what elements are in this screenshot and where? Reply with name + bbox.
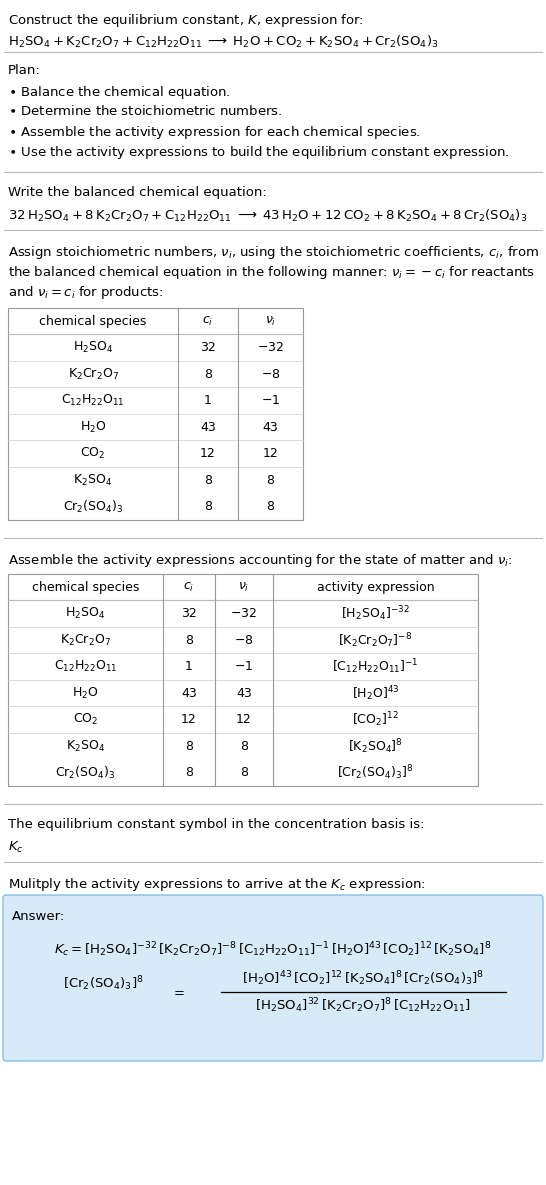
Text: 32: 32 — [200, 341, 216, 354]
Text: $\mathrm{H_2O}$: $\mathrm{H_2O}$ — [80, 419, 106, 435]
Text: $[\mathrm{H_2O}]^{43}\,[\mathrm{CO_2}]^{12}\,[\mathrm{K_2SO_4}]^{8}\,[\mathrm{Cr: $[\mathrm{H_2O}]^{43}\,[\mathrm{CO_2}]^{… — [242, 969, 484, 988]
Text: 8: 8 — [185, 739, 193, 752]
Text: 8: 8 — [185, 767, 193, 780]
Text: $\mathrm{K_2SO_4}$: $\mathrm{K_2SO_4}$ — [66, 738, 105, 754]
Text: 12: 12 — [263, 447, 278, 460]
Text: $K_c = [\mathrm{H_2SO_4}]^{-32}\,[\mathrm{K_2Cr_2O_7}]^{-8}\,[\mathrm{C_{12}H_{2: $K_c = [\mathrm{H_2SO_4}]^{-32}\,[\mathr… — [54, 940, 492, 959]
Text: 43: 43 — [200, 421, 216, 434]
Text: 12: 12 — [200, 447, 216, 460]
Text: $\mathrm{C_{12}H_{22}O_{11}}$: $\mathrm{C_{12}H_{22}O_{11}}$ — [61, 393, 125, 409]
Text: $\mathrm{H_2SO_4 + K_2Cr_2O_7 + C_{12}H_{22}O_{11}}$$\mathrm{\;\longrightarrow\;: $\mathrm{H_2SO_4 + K_2Cr_2O_7 + C_{12}H_… — [8, 34, 438, 50]
Text: 8: 8 — [185, 634, 193, 647]
Text: 1: 1 — [185, 660, 193, 673]
Text: chemical species: chemical species — [32, 581, 139, 594]
Text: $\mathrm{H_2SO_4}$: $\mathrm{H_2SO_4}$ — [66, 607, 106, 621]
Text: $-1$: $-1$ — [234, 660, 253, 673]
Text: 1: 1 — [204, 395, 212, 408]
Text: $[\mathrm{K_2Cr_2O_7}]^{-8}$: $[\mathrm{K_2Cr_2O_7}]^{-8}$ — [339, 630, 413, 649]
Text: $\mathrm{K_2Cr_2O_7}$: $\mathrm{K_2Cr_2O_7}$ — [60, 633, 111, 648]
FancyBboxPatch shape — [3, 895, 543, 1061]
Text: $\nu_i$: $\nu_i$ — [265, 315, 276, 328]
Text: 8: 8 — [204, 500, 212, 513]
Text: activity expression: activity expression — [317, 581, 434, 594]
Text: $[\mathrm{CO_2}]^{12}$: $[\mathrm{CO_2}]^{12}$ — [352, 710, 399, 729]
Text: $-1$: $-1$ — [261, 395, 280, 408]
Text: and $\nu_i = c_i$ for products:: and $\nu_i = c_i$ for products: — [8, 284, 164, 301]
Text: 8: 8 — [266, 500, 275, 513]
Text: 43: 43 — [263, 421, 278, 434]
Text: 8: 8 — [204, 367, 212, 380]
Text: $[\mathrm{Cr_2(SO_4)_3}]^{8}$: $[\mathrm{Cr_2(SO_4)_3}]^{8}$ — [63, 974, 144, 993]
Text: $-8$: $-8$ — [234, 634, 254, 647]
Text: $c_i$: $c_i$ — [203, 315, 213, 328]
Bar — [8, 308, 303, 520]
Text: Assign stoichiometric numbers, $\nu_i$, using the stoichiometric coefficients, $: Assign stoichiometric numbers, $\nu_i$, … — [8, 244, 539, 261]
Text: $\mathrm{K_2SO_4}$: $\mathrm{K_2SO_4}$ — [74, 473, 112, 488]
Text: $\bullet$ Balance the chemical equation.: $\bullet$ Balance the chemical equation. — [8, 84, 230, 101]
Text: $[\mathrm{H_2SO_4}]^{32}\,[\mathrm{K_2Cr_2O_7}]^{8}\,[\mathrm{C_{12}H_{22}O_{11}: $[\mathrm{H_2SO_4}]^{32}\,[\mathrm{K_2Cr… — [255, 997, 471, 1014]
Text: The equilibrium constant symbol in the concentration basis is:: The equilibrium constant symbol in the c… — [8, 818, 424, 831]
Text: $\mathrm{CO_2}$: $\mathrm{CO_2}$ — [73, 712, 98, 728]
Text: $-32$: $-32$ — [257, 341, 284, 354]
Text: $[\mathrm{Cr_2(SO_4)_3}]^{8}$: $[\mathrm{Cr_2(SO_4)_3}]^{8}$ — [337, 763, 414, 782]
Bar — [8, 574, 478, 786]
Text: $\mathrm{CO_2}$: $\mathrm{CO_2}$ — [80, 447, 105, 461]
Text: $\bullet$ Assemble the activity expression for each chemical species.: $\bullet$ Assemble the activity expressi… — [8, 124, 420, 141]
Text: $\mathrm{Cr_2(SO_4)_3}$: $\mathrm{Cr_2(SO_4)_3}$ — [55, 764, 116, 781]
Text: $\mathrm{C_{12}H_{22}O_{11}}$: $\mathrm{C_{12}H_{22}O_{11}}$ — [54, 659, 117, 674]
Text: $=$: $=$ — [171, 986, 185, 999]
Text: $\mathrm{Cr_2(SO_4)_3}$: $\mathrm{Cr_2(SO_4)_3}$ — [63, 499, 123, 514]
Text: Construct the equilibrium constant, $K$, expression for:: Construct the equilibrium constant, $K$,… — [8, 12, 364, 28]
Text: $\mathrm{H_2O}$: $\mathrm{H_2O}$ — [72, 686, 99, 700]
Text: 8: 8 — [204, 474, 212, 487]
Text: 12: 12 — [236, 713, 252, 726]
Text: $\mathrm{K_2Cr_2O_7}$: $\mathrm{K_2Cr_2O_7}$ — [68, 366, 118, 382]
Text: $\nu_i$: $\nu_i$ — [238, 581, 250, 594]
Text: $K_c$: $K_c$ — [8, 840, 23, 856]
Text: $\bullet$ Use the activity expressions to build the equilibrium constant express: $\bullet$ Use the activity expressions t… — [8, 145, 509, 161]
Text: Write the balanced chemical equation:: Write the balanced chemical equation: — [8, 186, 267, 199]
Text: 8: 8 — [266, 474, 275, 487]
Text: $[\mathrm{C_{12}H_{22}O_{11}}]^{-1}$: $[\mathrm{C_{12}H_{22}O_{11}}]^{-1}$ — [332, 658, 419, 677]
Text: 12: 12 — [181, 713, 197, 726]
Text: 43: 43 — [236, 687, 252, 700]
Text: $-32$: $-32$ — [230, 607, 258, 620]
Text: Plan:: Plan: — [8, 64, 41, 77]
Text: $\bullet$ Determine the stoichiometric numbers.: $\bullet$ Determine the stoichiometric n… — [8, 104, 283, 118]
Text: 8: 8 — [240, 739, 248, 752]
Text: $\mathrm{H_2SO_4}$: $\mathrm{H_2SO_4}$ — [73, 340, 113, 356]
Text: $[\mathrm{H_2O}]^{43}$: $[\mathrm{H_2O}]^{43}$ — [352, 684, 399, 703]
Text: Answer:: Answer: — [12, 910, 66, 923]
Text: Assemble the activity expressions accounting for the state of matter and $\nu_i$: Assemble the activity expressions accoun… — [8, 552, 513, 569]
Text: Mulitply the activity expressions to arrive at the $K_c$ expression:: Mulitply the activity expressions to arr… — [8, 876, 426, 893]
Text: 43: 43 — [181, 687, 197, 700]
Text: $[\mathrm{K_2SO_4}]^{8}$: $[\mathrm{K_2SO_4}]^{8}$ — [348, 737, 403, 756]
Text: $\mathrm{32\,H_2SO_4 + 8\,K_2Cr_2O_7 + C_{12}H_{22}O_{11}}$$\mathrm{\;\longright: $\mathrm{32\,H_2SO_4 + 8\,K_2Cr_2O_7 + C… — [8, 209, 527, 224]
Text: 8: 8 — [240, 767, 248, 780]
Text: the balanced chemical equation in the following manner: $\nu_i = -c_i$ for react: the balanced chemical equation in the fo… — [8, 264, 535, 281]
Text: $-8$: $-8$ — [260, 367, 280, 380]
Text: chemical species: chemical species — [39, 315, 147, 328]
Text: $c_i$: $c_i$ — [183, 581, 194, 594]
Text: 32: 32 — [181, 607, 197, 620]
Text: $[\mathrm{H_2SO_4}]^{-32}$: $[\mathrm{H_2SO_4}]^{-32}$ — [341, 604, 410, 623]
